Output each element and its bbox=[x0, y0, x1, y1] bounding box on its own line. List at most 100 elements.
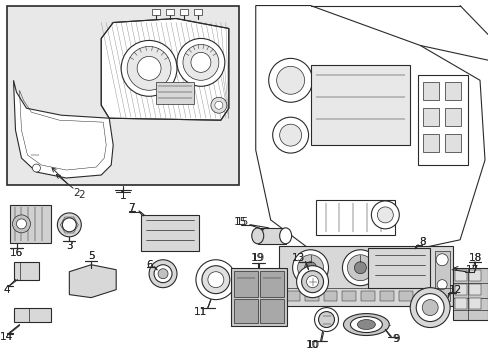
Text: 15: 15 bbox=[236, 217, 249, 227]
Text: 11: 11 bbox=[194, 307, 207, 316]
Text: 11: 11 bbox=[194, 307, 207, 316]
Text: 10: 10 bbox=[305, 341, 319, 351]
Text: 10: 10 bbox=[306, 341, 320, 351]
Circle shape bbox=[304, 262, 316, 274]
Text: 4: 4 bbox=[3, 285, 10, 294]
Circle shape bbox=[292, 250, 328, 286]
Bar bbox=[399, 291, 412, 301]
Bar bbox=[444, 108, 460, 126]
Bar bbox=[468, 284, 480, 294]
Text: 6: 6 bbox=[145, 260, 152, 270]
Text: 2: 2 bbox=[56, 175, 84, 200]
Circle shape bbox=[415, 294, 443, 321]
Bar bbox=[417, 75, 467, 165]
Ellipse shape bbox=[279, 228, 291, 244]
Text: 5: 5 bbox=[88, 251, 94, 261]
Bar bbox=[310, 66, 409, 145]
Circle shape bbox=[207, 272, 224, 288]
Bar bbox=[367, 248, 429, 288]
Bar bbox=[259, 271, 283, 297]
Circle shape bbox=[183, 44, 219, 80]
Bar bbox=[434, 251, 449, 301]
Circle shape bbox=[214, 101, 223, 109]
Circle shape bbox=[435, 254, 447, 266]
Circle shape bbox=[409, 288, 449, 328]
Bar bbox=[233, 299, 257, 323]
Circle shape bbox=[421, 300, 437, 316]
Polygon shape bbox=[101, 18, 228, 120]
Text: 1: 1 bbox=[120, 191, 126, 201]
Bar bbox=[6, 5, 238, 185]
Text: 16: 16 bbox=[10, 248, 23, 258]
Bar bbox=[233, 271, 257, 297]
Circle shape bbox=[347, 255, 373, 281]
Text: 12: 12 bbox=[447, 285, 461, 294]
Bar bbox=[156, 82, 194, 104]
Circle shape bbox=[62, 218, 76, 232]
Bar bbox=[315, 200, 394, 235]
Circle shape bbox=[32, 164, 41, 172]
Text: 5: 5 bbox=[88, 251, 94, 261]
Bar bbox=[166, 9, 174, 14]
Text: 1: 1 bbox=[120, 191, 126, 201]
Circle shape bbox=[306, 276, 318, 288]
Bar bbox=[14, 262, 40, 280]
Bar bbox=[9, 205, 51, 243]
Circle shape bbox=[268, 58, 312, 102]
Bar bbox=[468, 270, 480, 281]
Polygon shape bbox=[255, 5, 484, 255]
Text: 2: 2 bbox=[52, 168, 80, 198]
Text: 8: 8 bbox=[418, 237, 425, 247]
Circle shape bbox=[377, 207, 392, 223]
Text: 17: 17 bbox=[465, 265, 478, 275]
Circle shape bbox=[314, 307, 338, 332]
Text: 8: 8 bbox=[418, 237, 425, 247]
Polygon shape bbox=[69, 265, 116, 298]
Circle shape bbox=[342, 250, 378, 286]
Bar bbox=[380, 291, 393, 301]
Circle shape bbox=[196, 260, 235, 300]
Bar bbox=[342, 291, 356, 301]
Ellipse shape bbox=[350, 316, 382, 333]
Circle shape bbox=[279, 124, 301, 146]
Bar bbox=[180, 9, 187, 14]
Circle shape bbox=[17, 219, 26, 229]
Text: 9: 9 bbox=[392, 334, 399, 345]
Circle shape bbox=[137, 57, 161, 80]
Bar bbox=[361, 291, 375, 301]
Circle shape bbox=[190, 53, 210, 72]
Circle shape bbox=[404, 262, 415, 274]
Text: 13: 13 bbox=[291, 253, 305, 263]
Bar bbox=[444, 82, 460, 100]
Circle shape bbox=[391, 250, 427, 286]
Circle shape bbox=[202, 266, 229, 294]
Text: 13: 13 bbox=[291, 253, 305, 263]
Ellipse shape bbox=[343, 314, 388, 336]
Polygon shape bbox=[14, 80, 113, 178]
Circle shape bbox=[149, 260, 177, 288]
Text: 17: 17 bbox=[453, 265, 478, 275]
Circle shape bbox=[396, 255, 422, 281]
Circle shape bbox=[296, 266, 328, 298]
Text: 9: 9 bbox=[391, 334, 398, 345]
Text: 7: 7 bbox=[127, 203, 134, 213]
Circle shape bbox=[13, 215, 30, 233]
Bar bbox=[304, 291, 318, 301]
Text: 7: 7 bbox=[127, 203, 134, 213]
Bar bbox=[422, 108, 438, 126]
Bar bbox=[444, 134, 460, 152]
Text: 3: 3 bbox=[66, 241, 73, 251]
Bar bbox=[417, 291, 431, 301]
Circle shape bbox=[57, 213, 81, 237]
Text: 14: 14 bbox=[0, 333, 13, 342]
Circle shape bbox=[154, 265, 172, 283]
Bar bbox=[422, 134, 438, 152]
Bar bbox=[454, 284, 466, 294]
Bar bbox=[259, 299, 283, 323]
Circle shape bbox=[301, 271, 323, 293]
Circle shape bbox=[436, 280, 446, 290]
Bar bbox=[257, 228, 285, 244]
Circle shape bbox=[210, 97, 226, 113]
Bar bbox=[152, 9, 160, 14]
Bar bbox=[194, 9, 202, 14]
